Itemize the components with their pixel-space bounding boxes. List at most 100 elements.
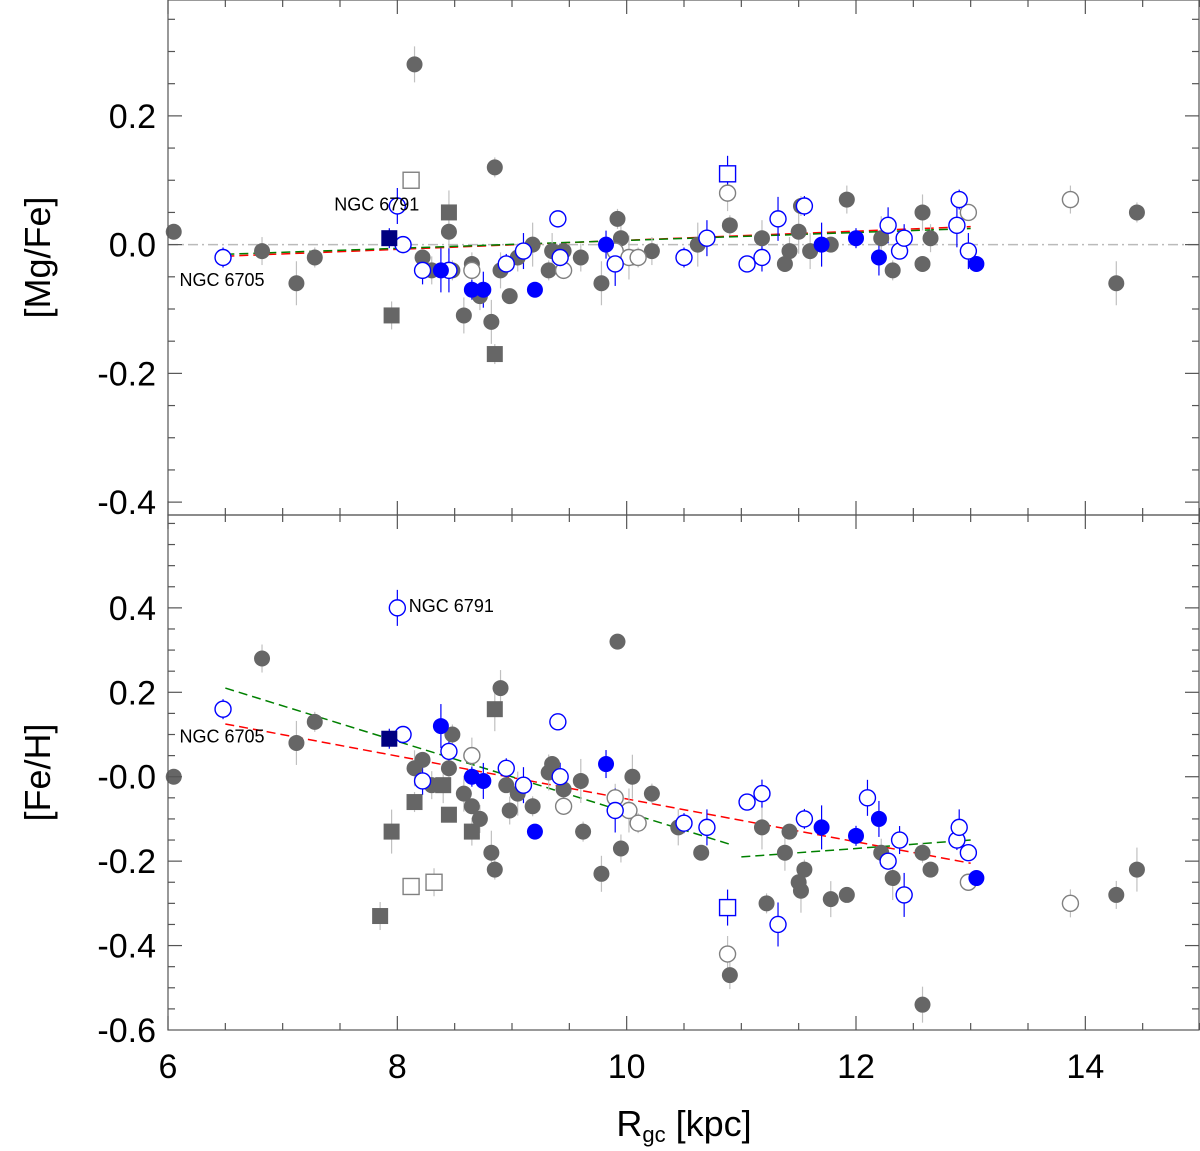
feh-point-circle <box>463 746 481 765</box>
feh-point-circle <box>738 793 756 811</box>
mgfe-point-circle <box>497 255 515 273</box>
feh-point-circle <box>471 810 488 827</box>
mgfe-point-circle <box>781 243 798 260</box>
feh-point-circle <box>950 818 968 837</box>
feh-point-circle <box>838 886 855 903</box>
mgfe-point-circle <box>879 216 897 235</box>
feh-point-circle <box>914 996 931 1013</box>
feh-point-circle <box>606 801 624 820</box>
feh-point-circle <box>795 810 814 828</box>
feh-point-circle <box>593 865 610 882</box>
feh-point-circle <box>769 915 787 934</box>
feh-point-circle <box>514 776 533 794</box>
feh-point-circle <box>721 967 738 984</box>
feh-point-circle <box>624 768 641 785</box>
mgfe-point-circle <box>1128 204 1145 221</box>
mgfe-point-circle <box>463 281 480 298</box>
feh-point-circle <box>497 759 515 777</box>
mgfe-point-circle <box>214 248 232 267</box>
mgfe-point-circle <box>629 248 647 267</box>
x-axis-title-sub: gc <box>642 1122 665 1147</box>
mgfe-y-tick-label: 0.0 <box>109 227 156 265</box>
mgfe-point-square <box>486 346 503 363</box>
feh-point-circle <box>572 772 589 789</box>
feh-point-square <box>718 898 737 917</box>
mgfe-point-circle <box>753 248 771 267</box>
feh-point-circle <box>544 756 561 773</box>
feh-point-circle <box>1108 886 1125 903</box>
feh-point-circle <box>890 831 909 849</box>
mgfe-point-circle <box>612 230 629 247</box>
feh-point-square <box>486 701 503 718</box>
mgfe-point-circle <box>948 216 966 235</box>
mgfe-point-circle <box>432 262 449 279</box>
feh-point-circle <box>1061 894 1080 913</box>
feh-point-circle <box>922 861 939 878</box>
feh-point-square <box>372 908 389 925</box>
x-axis-title: Rgc [kpc] <box>616 1103 751 1147</box>
feh-point-square <box>435 777 452 794</box>
feh-point-circle <box>486 861 503 878</box>
feh-fit-line-0 <box>225 723 971 864</box>
feh-frame <box>167 514 1200 1031</box>
feh-point-square <box>406 794 423 811</box>
mgfe-point-circle <box>848 230 864 247</box>
mgfe-point-circle <box>1061 190 1080 209</box>
feh-point-circle <box>959 844 978 862</box>
mgfe-point-circle <box>483 313 500 330</box>
mgfe-y-tick-label: -0.2 <box>97 355 156 393</box>
mgfe-point-circle <box>884 262 901 279</box>
mgfe-point-circle <box>643 243 660 260</box>
feh-point-circle <box>475 772 492 789</box>
mgfe-point-circle <box>254 243 271 260</box>
feh-point-circle <box>884 870 901 887</box>
mgfe-y-axis-title: [Mg/Fe] <box>17 196 58 318</box>
feh-point-square <box>402 877 420 896</box>
mgfe-point-circle <box>738 255 756 273</box>
feh-point-circle <box>895 886 913 904</box>
mgfe-point-circle <box>790 223 807 240</box>
feh-fit-line-1 <box>225 687 731 845</box>
feh-point-circle <box>306 713 323 730</box>
feh-point-circle <box>693 844 710 861</box>
feh-point-circle <box>796 861 813 878</box>
mgfe-point-circle <box>440 223 457 240</box>
feh-point-circle <box>388 599 407 617</box>
mgfe-point-circle <box>551 248 569 267</box>
feh-point-circle <box>698 818 716 837</box>
feh-point-circle <box>432 718 449 735</box>
mgfe-point-circle <box>598 236 615 253</box>
feh-y-tick-label: 0.4 <box>109 590 156 628</box>
feh-point-circle <box>549 713 567 731</box>
feh-point-circle <box>609 633 626 650</box>
mgfe-panel: -0.4 -0.2 0.0 0.2 [Mg/Fe] NGC 6791 NGC 6705 <box>17 0 1200 522</box>
mgfe-point-square <box>381 230 398 247</box>
feh-y-tick-label: -0.4 <box>97 928 156 966</box>
feh-point-circle <box>643 785 660 802</box>
feh-point-circle <box>254 650 271 667</box>
mgfe-point-circle <box>526 281 543 298</box>
feh-point-circle <box>629 814 647 832</box>
mgfe-point-circle <box>959 203 978 222</box>
feh-point-circle <box>413 772 432 790</box>
feh-point-circle <box>501 802 518 819</box>
mgfe-point-circle <box>838 191 855 208</box>
feh-point-circle <box>554 797 573 815</box>
feh-point-circle <box>753 784 771 803</box>
feh-point-circle <box>214 700 232 718</box>
mgfe-point-circle <box>721 217 738 234</box>
feh-annotation: NGC 6791 <box>409 596 494 616</box>
mgfe-point-circle <box>540 262 557 279</box>
x-axis-title-main: R <box>616 1103 642 1144</box>
feh-point-circle <box>848 827 864 844</box>
mgfe-point-circle <box>413 261 432 280</box>
mgfe-point-circle <box>572 249 589 266</box>
feh-fit-line-2 <box>741 839 971 858</box>
feh-point-circle <box>1128 861 1145 878</box>
feh-point-square <box>381 730 398 747</box>
x-tick-label: 12 <box>837 1048 875 1086</box>
feh-point-square <box>463 823 480 840</box>
mgfe-point-circle <box>776 255 793 272</box>
feh-point-circle <box>440 742 458 761</box>
mgfe-point-circle <box>698 229 716 247</box>
